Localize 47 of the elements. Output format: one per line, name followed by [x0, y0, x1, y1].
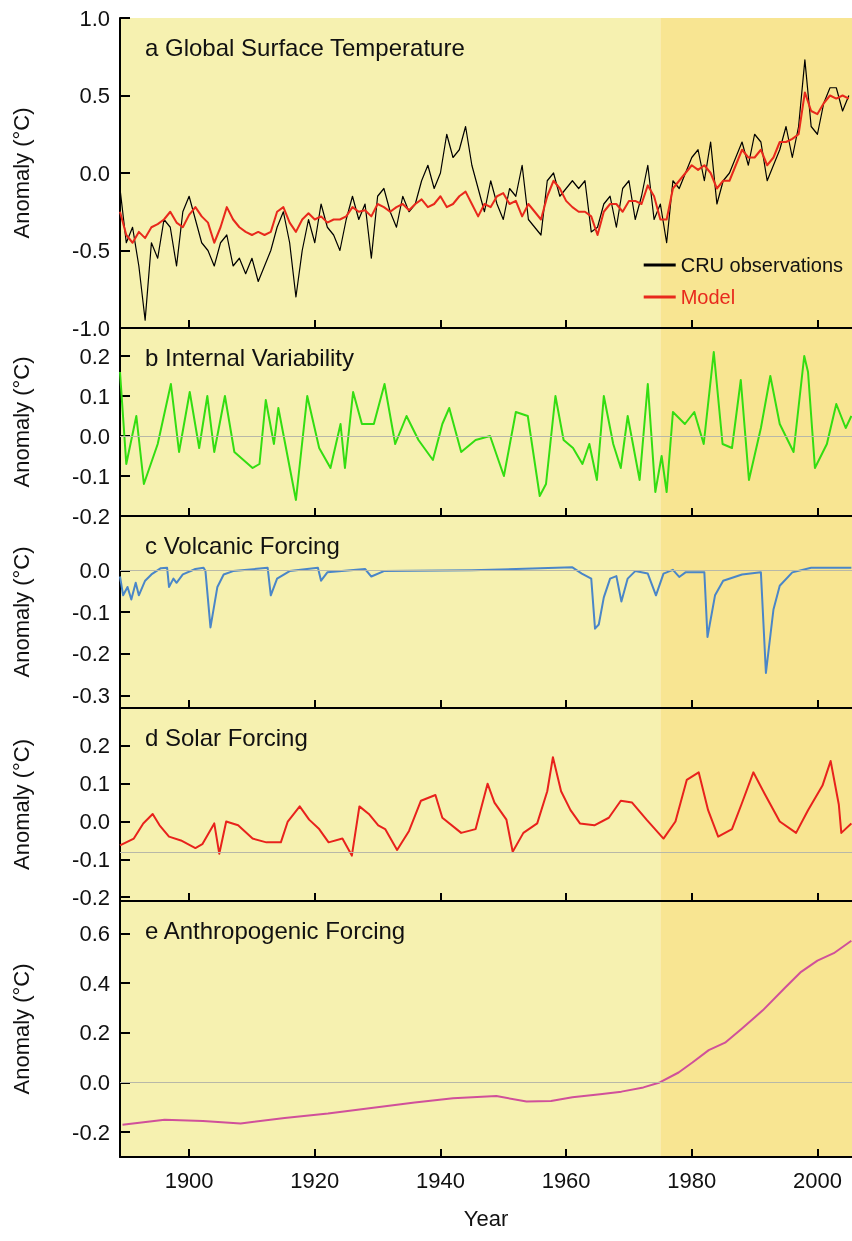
y-tick-label: 0.4: [79, 970, 110, 996]
legend-label: CRU observations: [680, 254, 844, 276]
y-tick-label: 0.2: [79, 1020, 110, 1046]
y-axis-title: Anomaly (°C): [8, 356, 34, 488]
y-tick-label: -0.2: [72, 503, 110, 529]
y-tick-label: -0.3: [72, 682, 110, 708]
x-tick-label: 1900: [164, 1167, 214, 1193]
y-axis-title: Anomaly (°C): [8, 963, 34, 1095]
y-tick-label: 0.0: [79, 423, 110, 449]
y-tick-label: -1.0: [72, 315, 110, 341]
y-tick-label: 1.0: [79, 5, 110, 31]
y-tick-label: 0.2: [79, 343, 110, 369]
text: b Internal Variability: [145, 343, 354, 371]
y-axis-title: Anomaly (°C): [8, 107, 34, 239]
x-tick-label: 1960: [541, 1167, 591, 1193]
x-axis-title: Year: [463, 1205, 509, 1231]
x-tick-label: 1940: [415, 1167, 465, 1193]
line-series: [119, 351, 852, 501]
x-tick-label: 2000: [792, 1167, 842, 1193]
text: a Global Surface Temperature: [145, 33, 465, 61]
y-tick-label: -0.1: [72, 846, 110, 872]
y-axis-title: Anomaly (°C): [8, 546, 34, 678]
y-tick-label: -0.2: [72, 884, 110, 910]
y-tick-label: 0.5: [79, 83, 110, 108]
x-tick-label: 1920: [290, 1167, 340, 1193]
y-tick-label: 0.1: [79, 771, 110, 797]
y-tick-label: -0.5: [72, 238, 110, 263]
y-axis-title: Anomaly (°C): [8, 738, 34, 871]
x-tick-label: 1980: [667, 1167, 717, 1193]
text: e Anthropogenic Forcing: [145, 916, 406, 944]
y-tick-label: 0.6: [79, 920, 110, 946]
y-tick-label: 0.1: [79, 383, 110, 409]
y-tick-label: -0.1: [72, 463, 110, 489]
y-tick-label: -0.2: [72, 641, 110, 667]
y-tick-label: -0.2: [72, 1119, 110, 1145]
text: d Solar Forcing: [145, 723, 308, 751]
y-tick-label: 0.0: [79, 809, 110, 835]
y-tick-label: -0.1: [72, 599, 110, 625]
y-tick-label: 0.0: [79, 557, 110, 583]
line-series: [119, 566, 852, 674]
y-tick-label: 0.2: [79, 733, 110, 759]
line-series: [119, 756, 852, 857]
text: c Volcanic Forcing: [145, 531, 340, 559]
y-tick-label: 0.0: [79, 1069, 110, 1095]
legend-label: Model: [680, 286, 736, 308]
line-series: [119, 91, 850, 244]
y-tick-label: 0.0: [79, 160, 110, 186]
